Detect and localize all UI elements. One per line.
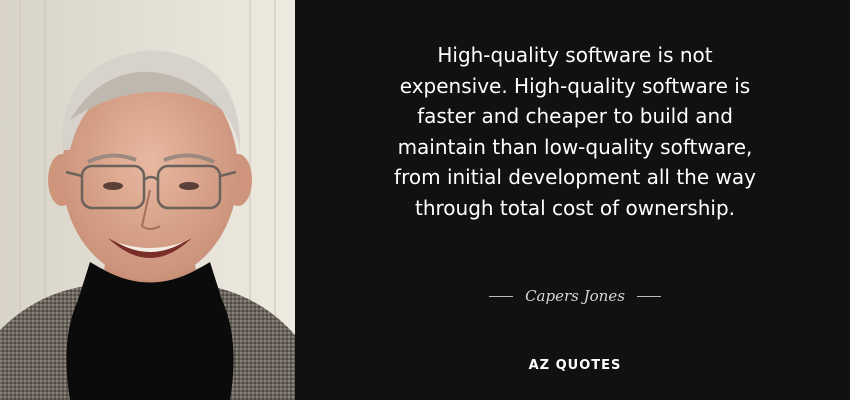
right-dash-divider	[636, 295, 661, 297]
author-portrait	[0, 0, 295, 400]
left-dash-divider	[489, 295, 514, 297]
author-attribution: Capers Jones	[310, 287, 840, 305]
quote-text: High-quality software is not expensive. …	[394, 43, 756, 220]
azquotes-logo: AZ QUOTES	[528, 358, 622, 373]
author-name: Capers Jones	[525, 287, 625, 305]
